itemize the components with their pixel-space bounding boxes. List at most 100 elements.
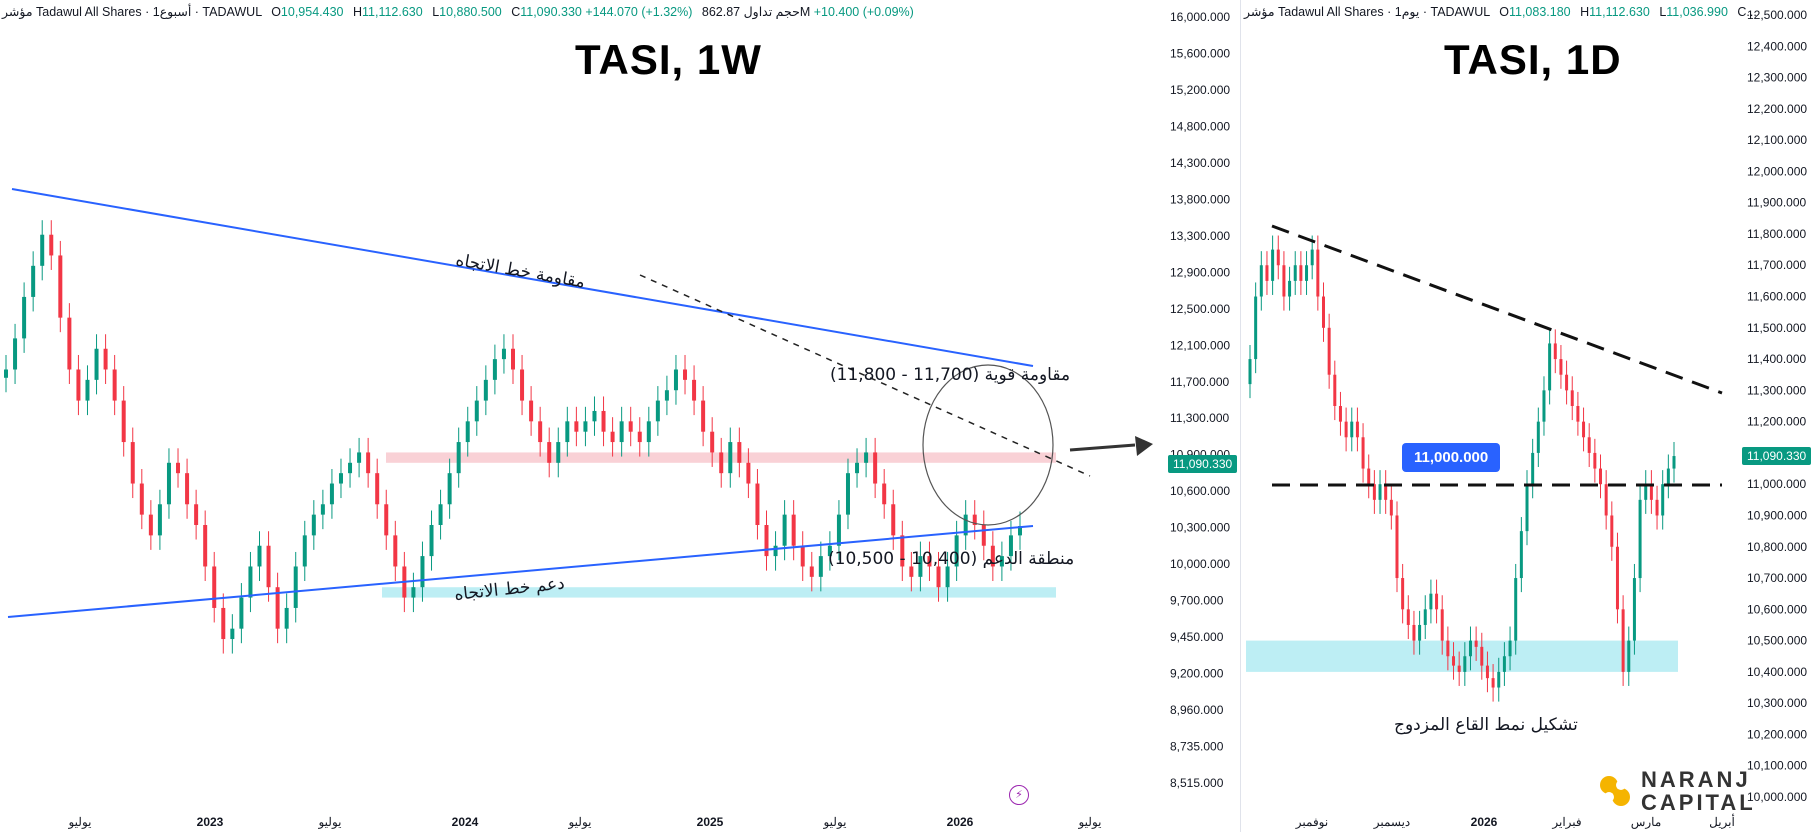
candle-body	[1565, 374, 1569, 391]
candle-body	[1316, 249, 1320, 297]
candle-body	[701, 400, 706, 432]
highlight-circle	[922, 364, 1054, 526]
candle-body	[601, 410, 606, 432]
open-value: 10,954.430	[280, 5, 344, 19]
candle-body	[1333, 374, 1337, 406]
candle-body	[1321, 296, 1325, 328]
symbol-label: مؤشر Tadawul All Shares · يوم1 · TADAWUL	[1244, 5, 1490, 19]
y-tick-label: 13,800.000	[1170, 192, 1230, 206]
candle-body	[855, 462, 860, 474]
bolt-icon[interactable]: ⚡	[1009, 785, 1029, 805]
candle-body	[1672, 456, 1676, 469]
candle-body	[637, 431, 642, 443]
candle-body	[1508, 640, 1512, 657]
y-tick-label: 11,700.000	[1170, 375, 1229, 389]
logo-line2: CAPITAL	[1641, 790, 1756, 815]
close-value: 11,090.330	[520, 5, 582, 19]
candle-body	[891, 504, 896, 536]
daily-candles-svg: 12,500.000 12,400.000 12,300.000 12,200.000…	[1246, 8, 1807, 829]
support-trend-label: دعم خط الاتجاه	[453, 574, 565, 605]
y-tick-label: 10,000.000	[1170, 557, 1230, 571]
candle-body	[194, 504, 199, 526]
candle-body	[49, 234, 54, 256]
candle-body	[692, 379, 697, 401]
y-tick-label: 12,900.000	[1170, 265, 1230, 279]
high-label: H	[352, 5, 362, 19]
candle-body	[1435, 593, 1439, 610]
candle-body	[492, 359, 497, 380]
candle-body	[900, 535, 905, 567]
candle-body	[1395, 515, 1399, 579]
candle-body	[1310, 249, 1314, 266]
candle-body	[1599, 468, 1603, 485]
candle-body	[393, 535, 398, 567]
candle-body	[465, 421, 470, 443]
candle-body	[1576, 406, 1580, 422]
open-value: 11,083.180	[1508, 5, 1571, 19]
y-tick-label: 11,500.000	[1747, 321, 1806, 335]
candle-body	[257, 545, 262, 567]
open-label: O	[1499, 5, 1509, 19]
volume-change: +10.400 (+0.09%)	[813, 5, 914, 19]
low-value: 11,036.990	[1666, 5, 1728, 19]
candle-body	[1468, 640, 1472, 657]
candle-body	[1491, 678, 1495, 688]
candle-body	[1378, 484, 1382, 500]
candle-body	[773, 545, 778, 557]
candle-body	[1480, 646, 1484, 666]
candle-body	[1485, 665, 1489, 679]
candle-body	[547, 442, 552, 463]
candle-body	[1293, 265, 1297, 281]
y-tick-label: 10,800.000	[1747, 540, 1807, 554]
candle-body	[130, 442, 135, 484]
candle-body	[275, 587, 280, 629]
candle-body	[112, 369, 117, 401]
y-tick-label: 14,300.000	[1170, 156, 1230, 170]
y-tick-label: 11,900.000	[1747, 196, 1806, 210]
candle-body	[864, 452, 869, 463]
candle-body	[121, 400, 126, 443]
candle-body	[981, 525, 986, 546]
candle-body	[1412, 624, 1416, 641]
candle-body	[818, 556, 823, 577]
y-tick-label: 12,100.000	[1747, 133, 1807, 147]
candle-body	[103, 348, 108, 370]
x-tick-label: فبراير	[1551, 815, 1581, 829]
daily-chart-pane[interactable]: مؤشر Tadawul All Shares · يوم1 · TADAWUL…	[1242, 0, 1814, 832]
y-tick-label: 10,500.000	[1747, 634, 1807, 648]
candle-body	[139, 483, 144, 515]
y-tick-label: 12,400.000	[1747, 39, 1807, 53]
candle-body	[1361, 437, 1365, 469]
candle-body	[999, 556, 1004, 567]
candle-body	[1355, 421, 1359, 438]
candle-body	[1610, 515, 1614, 547]
y-tick-label: 15,600.000	[1170, 46, 1230, 60]
candle-body	[230, 628, 235, 640]
support-trendline	[7, 525, 1034, 618]
y-tick-label: 10,600.000	[1747, 602, 1807, 616]
candle-body	[1018, 526, 1022, 536]
y-tick-label: 12,200.000	[1747, 102, 1807, 116]
candle-body	[40, 234, 45, 266]
candle-body	[764, 525, 769, 557]
candle-body	[1271, 249, 1275, 281]
x-tick-label: يوليو	[1077, 815, 1101, 829]
x-tick-label: 2024	[452, 815, 479, 829]
candle-body	[176, 462, 181, 474]
x-tick-label: أبريل	[1709, 814, 1735, 829]
candle-body	[655, 400, 660, 422]
candle-body	[293, 566, 298, 608]
candle-body	[1514, 578, 1518, 641]
x-tick-label: يوليو	[567, 815, 591, 829]
candle-body	[1429, 593, 1433, 610]
candle-body	[918, 556, 923, 577]
y-tick-label: 11,300.000	[1170, 411, 1229, 425]
x-tick-label: مارس	[1631, 815, 1662, 829]
candle-body	[610, 431, 615, 443]
dashed-downtrend-line	[639, 274, 1091, 477]
resistance-trendline	[11, 188, 1034, 367]
candle-body	[882, 483, 887, 505]
candle-body	[809, 566, 814, 577]
candle-body	[420, 556, 425, 588]
weekly-chart-pane[interactable]: مؤشر Tadawul All Shares · أسبوع1 · TADAW…	[0, 0, 1241, 832]
